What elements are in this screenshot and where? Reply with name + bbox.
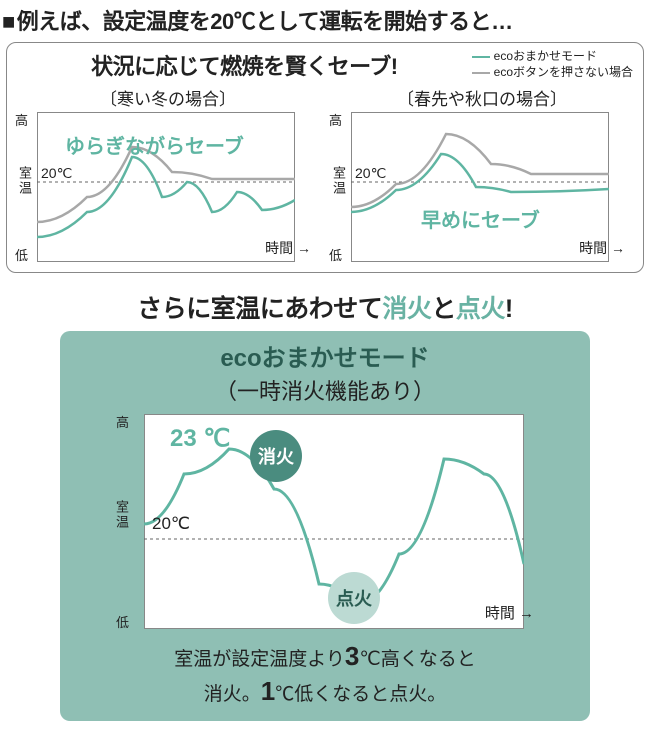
svg-text:20℃: 20℃ — [355, 165, 386, 181]
axis-high: 高 — [15, 110, 28, 129]
panel1: 状況に応じて燃焼を賢くセーブ! ecoおまかせモード ecoボタンを押さない場合… — [6, 42, 644, 273]
tagline-mid: と — [431, 295, 456, 323]
tagline-post: ! — [505, 295, 513, 323]
panel2-title: ecoおまかせモード — [78, 345, 572, 374]
bubble-off: 消火 — [250, 430, 302, 482]
main-title: 例えば、設定温度を20℃として運転を開始すると… — [0, 0, 650, 42]
axis-low: 低 — [15, 245, 28, 264]
legend-swatch-eco — [472, 56, 490, 58]
axis-low: 低 — [116, 612, 129, 631]
legend: ecoおまかせモード ecoボタンを押さない場合 — [472, 49, 633, 80]
tagline: さらに室温にあわせて消火と点火! — [0, 289, 650, 325]
chart-right-subtitle: 〔春先や秋口の場合〕 — [331, 85, 633, 110]
tagline-a: 消火 — [382, 295, 431, 323]
legend-label-eco: ecoおまかせモード — [494, 49, 597, 65]
bubble-on: 点火 — [328, 572, 380, 624]
tagline-b: 点火 — [456, 295, 505, 323]
panel1-title: 状況に応じて燃焼を賢くセーブ! — [17, 49, 472, 81]
axis-mid: 室温 — [112, 500, 131, 530]
time-label: 時間 → — [579, 238, 625, 258]
setpoint-label: 20℃ — [41, 165, 72, 181]
axis-mid: 室温 — [329, 166, 348, 196]
chart-left: 〔寒い冬の場合〕 高 室温 低 20℃ ゆらぎながらセーブ 時間 → — [17, 85, 319, 262]
chart-right: 〔春先や秋口の場合〕 高 室温 低 20℃ 早めにセーブ 時間 → — [331, 85, 633, 262]
axis-low: 低 — [329, 245, 342, 264]
panel2-subtitle: （一時消火機能あり） — [78, 374, 572, 406]
time-label: 時間 → — [265, 238, 311, 258]
chart-left-subtitle: 〔寒い冬の場合〕 — [17, 85, 319, 110]
axis-high: 高 — [116, 412, 129, 431]
tagline-pre: さらに室温にあわせて — [137, 295, 382, 323]
legend-swatch-normal — [472, 72, 490, 74]
panel2-caption: 室温が設定温度より3℃高くなると 消火。1℃低くなると点火。 — [78, 639, 572, 709]
axis-high: 高 — [329, 110, 342, 129]
axis-mid: 室温 — [15, 166, 34, 196]
panel2: ecoおまかせモード （一時消火機能あり） 高 室温 低 23 ℃ 20℃ 消火… — [60, 331, 590, 721]
time-label: 時間 → — [485, 602, 534, 623]
chart-right-svg: 20℃ — [351, 112, 609, 262]
chart-left-svg: 20℃ — [37, 112, 295, 262]
legend-label-normal: ecoボタンを押さない場合 — [494, 65, 633, 81]
